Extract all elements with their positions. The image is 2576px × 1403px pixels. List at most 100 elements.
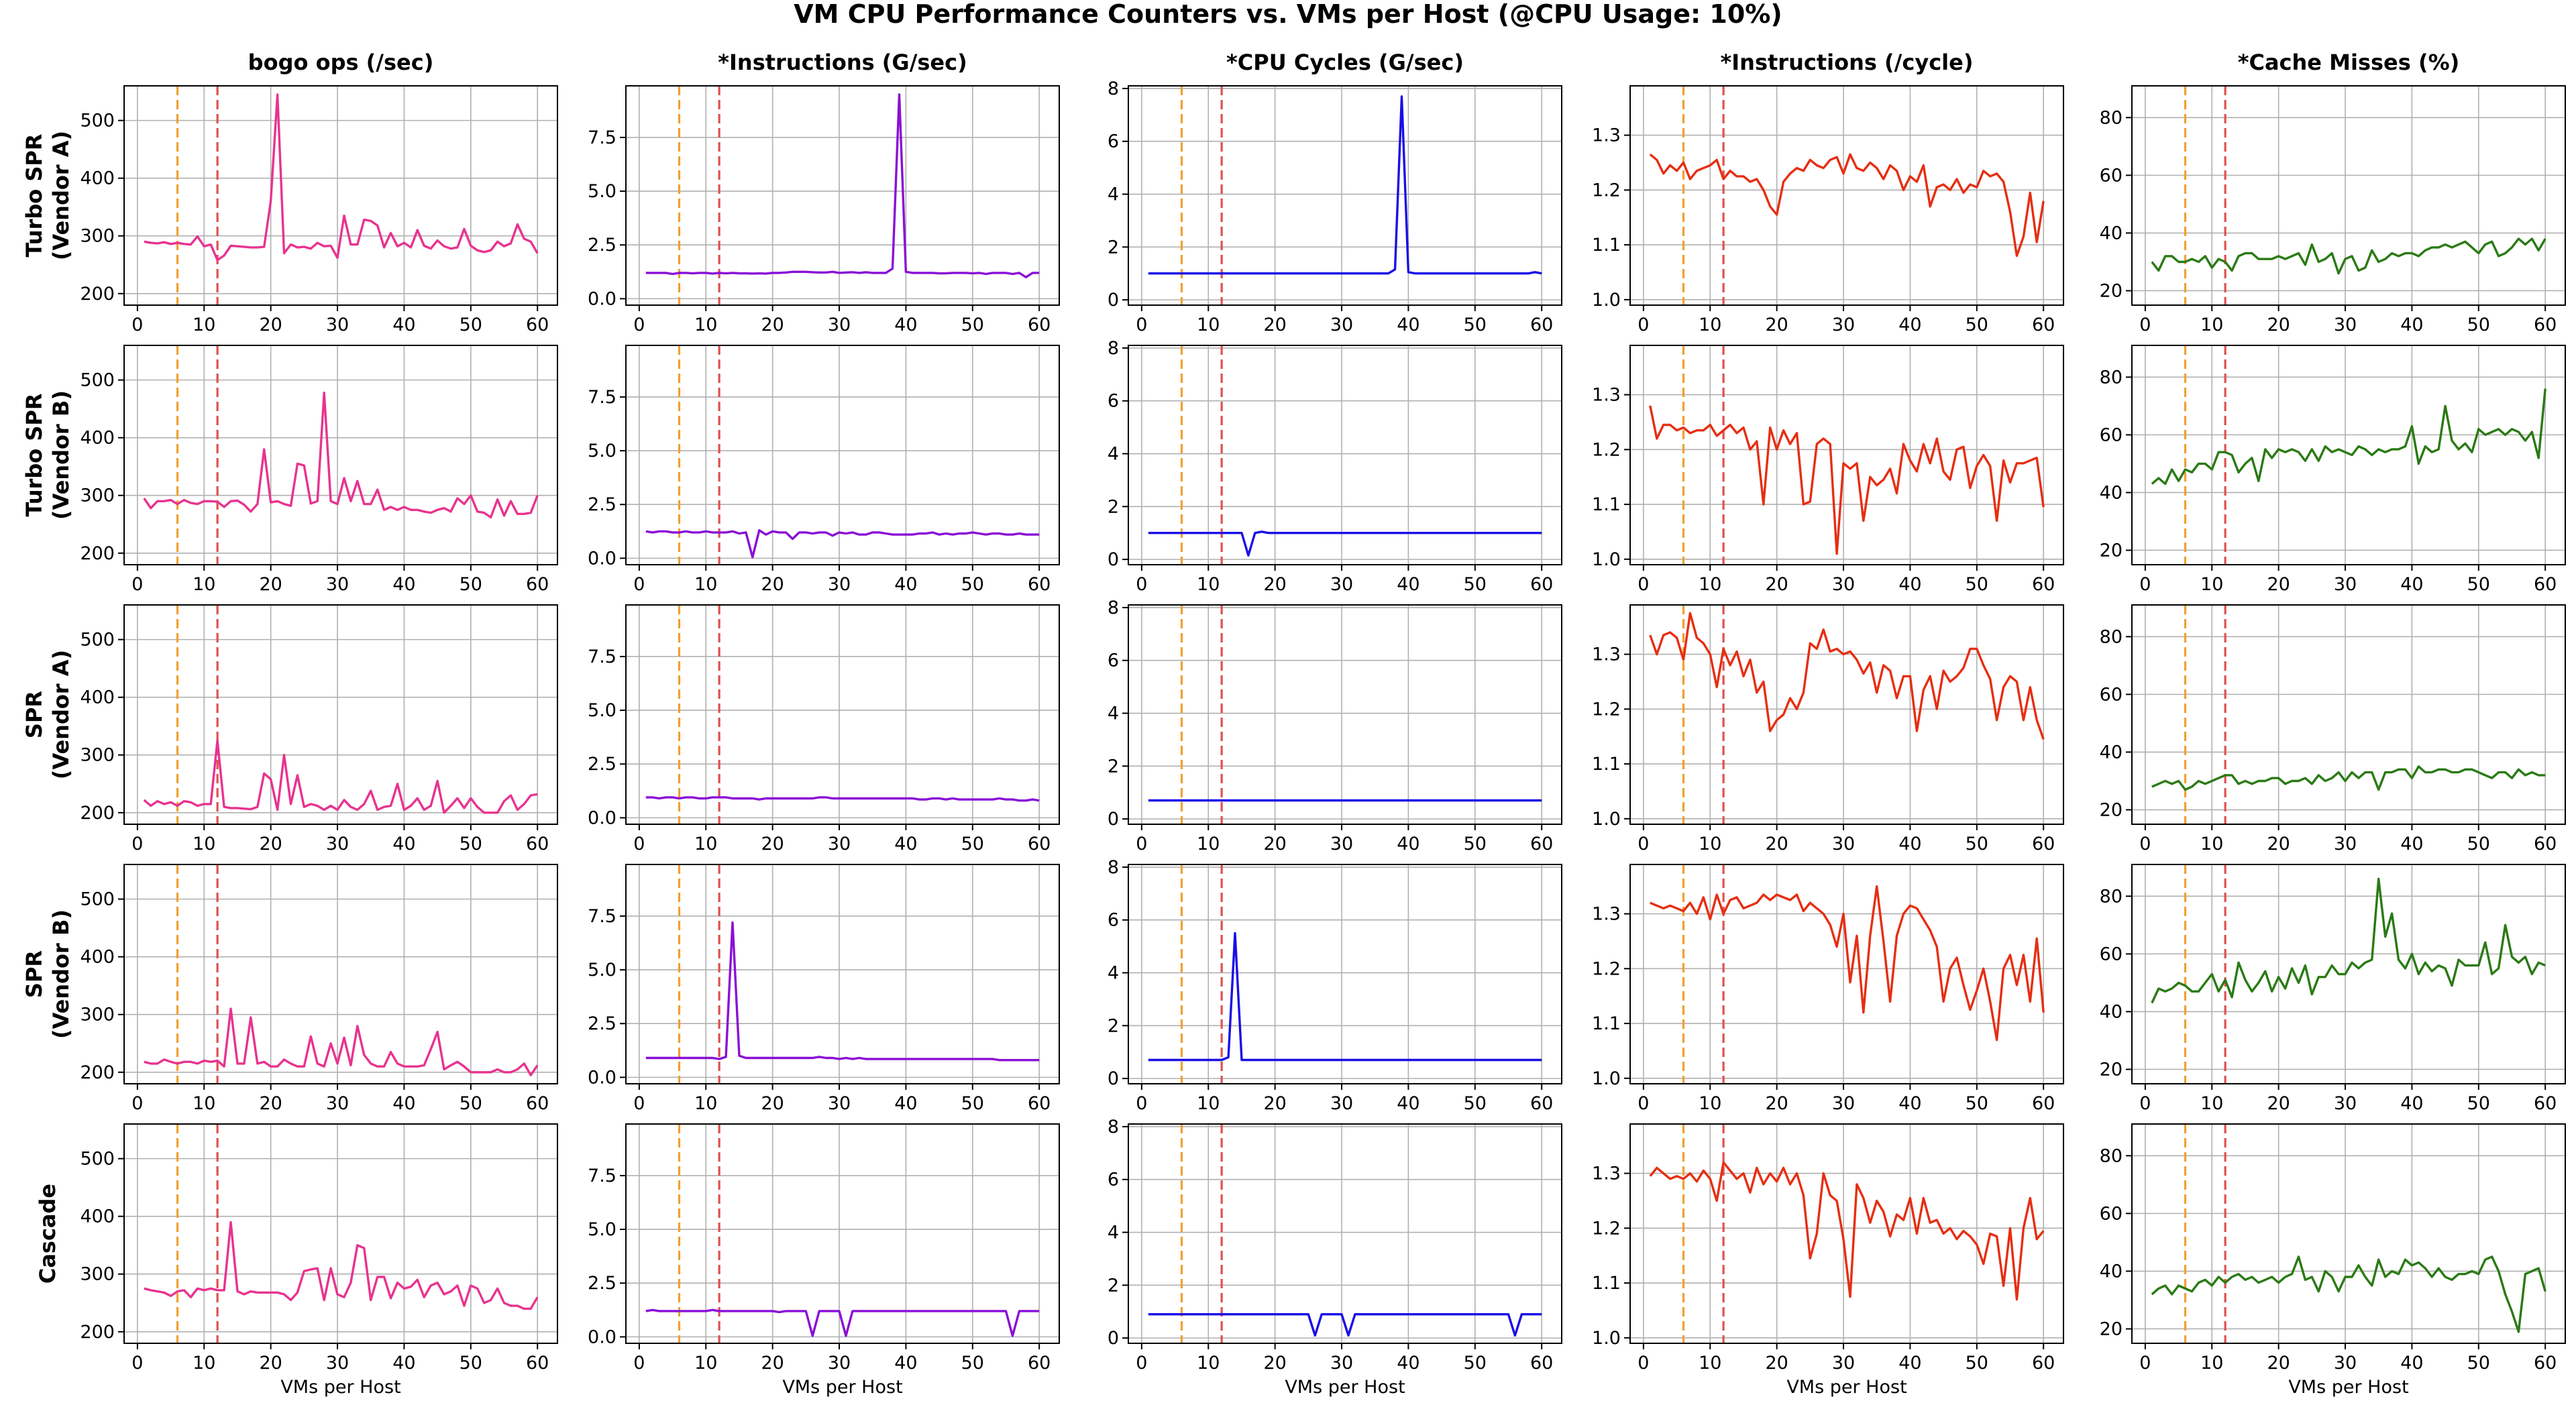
plot-frame [1629,864,2064,1084]
x-tick-label: 10 [1197,315,1220,335]
x-tick-label: 20 [1765,834,1788,854]
y-tick-label: 0.0 [588,1327,616,1347]
plot-frame [1128,604,1562,825]
row-label: SPR [21,950,47,998]
x-tick-label: 60 [2534,834,2557,854]
x-tick-label: 0 [2139,1353,2151,1373]
x-tick-label: 60 [526,315,549,335]
x-tick-label: 10 [193,315,215,335]
x-tick-label: 30 [828,834,851,854]
y-tick-label: 400 [80,687,115,708]
y-tick-label: 1.2 [1592,699,1621,720]
plot-frame [1629,345,2064,565]
x-tick-label: 10 [1699,1093,1721,1114]
x-tick-label: 50 [961,834,984,854]
panel: 0 10 20 30 40 50 60 20 40 60 80 [2100,345,2566,595]
plot-frame [1128,864,1562,1084]
plot-frame [123,1123,558,1344]
series-line [645,921,1040,1062]
x-tick-label: 30 [828,574,851,595]
x-tick-label: 20 [259,315,282,335]
plot-frame [625,864,1060,1084]
x-tick-label: 20 [1765,315,1788,335]
x-tick-label: 30 [1330,574,1353,595]
x-tick-label: 30 [1330,834,1353,854]
plot-frame [625,604,1060,825]
y-tick-label: 4 [1108,1223,1119,1243]
x-tick-label: 0 [2139,315,2151,335]
y-tick-label: 300 [80,1264,115,1285]
y-tick-label: 40 [2100,223,2123,243]
x-tick-label: 10 [193,834,215,854]
x-tick-label: 0 [633,834,645,854]
panel: 0 10 20 30 40 50 60 200 300 400 500 [80,345,558,595]
y-tick-label: 6 [1108,651,1119,671]
x-tick-label: 20 [259,574,282,595]
y-tick-label: 5.0 [588,960,616,980]
x-tick-label: 50 [1464,1353,1487,1373]
series-line [2151,1255,2546,1333]
x-tick-label: 0 [131,315,143,335]
column-title: *Cache Misses (%) [2238,50,2460,75]
y-tick-label: 1.1 [1592,754,1621,775]
x-tick-label: 20 [2267,1093,2290,1114]
column-title: *CPU Cycles (G/sec) [1226,50,1464,75]
y-tick-label: 80 [2100,626,2123,647]
x-tick-label: 30 [1832,834,1855,854]
y-tick-label: 8 [1108,598,1119,618]
y-tick-label: 0.0 [588,288,616,309]
series-line [2151,237,2546,275]
y-tick-label: 20 [2100,799,2123,820]
series-line [1148,95,1542,275]
row-label: Cascade [35,1184,60,1284]
x-tick-label: 0 [1136,1353,1147,1373]
x-tick-label: 60 [2032,315,2055,335]
y-tick-label: 6 [1108,391,1119,412]
x-tick-label: 10 [694,315,717,335]
x-tick-label: 40 [894,574,917,595]
x-tick-label: 0 [1136,315,1147,335]
x-tick-label: 60 [2534,315,2557,335]
y-tick-label: 2.5 [588,494,616,515]
y-tick-label: 5.0 [588,441,616,461]
y-tick-label: 300 [80,1005,115,1025]
x-tick-label: 30 [326,574,349,595]
x-tick-label: 10 [193,1353,215,1373]
x-tick-label: 60 [2534,574,2557,595]
y-tick-label: 8 [1108,857,1119,878]
y-tick-label: 2.5 [588,235,616,256]
plot-frame [625,345,1060,565]
x-tick-label: 50 [1966,1093,1988,1114]
y-tick-label: 2 [1108,1275,1119,1296]
plot-frame [1629,604,2064,825]
y-tick-label: 400 [80,428,115,449]
y-tick-label: 2.5 [588,754,616,775]
x-tick-label: 0 [1638,574,1649,595]
x-tick-label: 30 [1330,1093,1353,1114]
y-tick-label: 7.5 [588,647,616,667]
y-tick-label: 200 [80,1062,115,1083]
x-tick-label: 20 [761,834,784,854]
x-axis-label: VMs per Host [782,1377,902,1398]
x-tick-label: 40 [1397,315,1419,335]
series-line [1148,1312,1542,1337]
series-line [1148,932,1542,1062]
x-tick-label: 50 [2467,1093,2490,1114]
y-tick-label: 2 [1108,496,1119,517]
plot-frame [625,85,1060,306]
panel: 0 10 20 30 40 50 60 0.0 2.5 5.0 7.5 VMs per Host [588,1123,1060,1398]
x-tick-label: 50 [961,315,984,335]
x-tick-label: 30 [326,1093,349,1114]
plot-frame [1629,1123,2064,1344]
y-tick-label: 1.2 [1592,180,1621,201]
x-tick-label: 40 [1898,574,1921,595]
x-tick-label: 0 [131,574,143,595]
x-tick-label: 50 [1464,1093,1487,1114]
x-tick-label: 60 [1028,834,1051,854]
x-tick-label: 60 [1028,315,1051,335]
series-line [143,391,539,519]
x-tick-label: 20 [1263,1353,1286,1373]
x-tick-label: 60 [1028,1353,1051,1373]
x-tick-label: 20 [761,1093,784,1114]
x-tick-label: 40 [2400,834,2423,854]
